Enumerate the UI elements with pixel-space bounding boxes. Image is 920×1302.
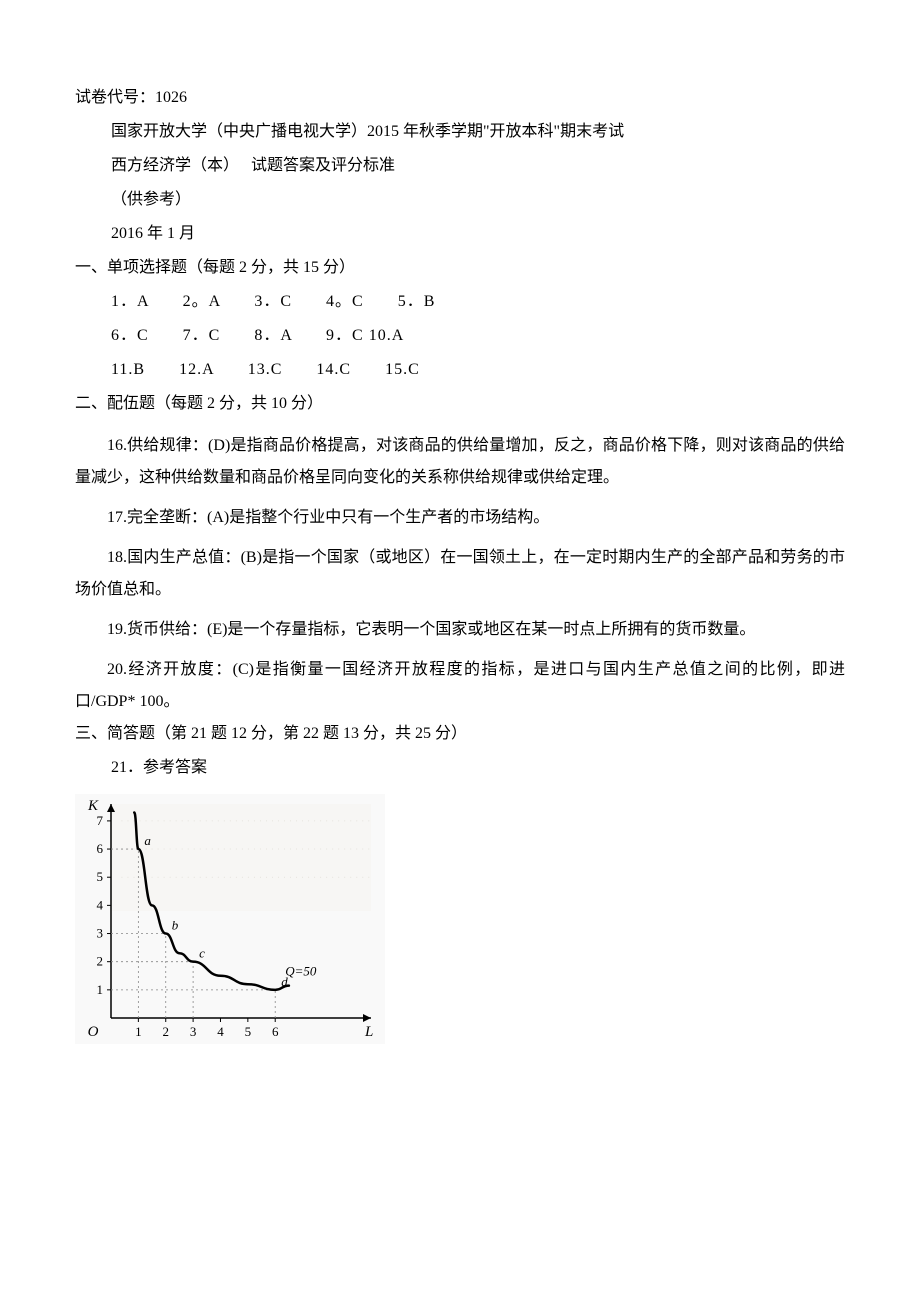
svg-text:5: 5 <box>97 869 104 884</box>
q18-text: 18.国内生产总值：(B)是指一个国家（或地区）在一国领土上，在一定时期内生产的… <box>75 542 845 606</box>
svg-text:b: b <box>172 918 179 933</box>
svg-text:O: O <box>88 1024 99 1040</box>
svg-text:2: 2 <box>162 1024 169 1039</box>
svg-text:5: 5 <box>245 1024 252 1039</box>
header-line-4: 2016 年 1 月 <box>75 226 845 242</box>
svg-text:4: 4 <box>217 1024 224 1039</box>
mc-answers-row-3: 11.B 12.A 13.C 14.C 15.C <box>75 362 845 378</box>
section-1-heading: 一、单项选择题（每题 2 分，共 15 分） <box>75 260 845 276</box>
svg-text:6: 6 <box>97 841 104 856</box>
svg-text:L: L <box>364 1024 373 1040</box>
q21-label: 21．参考答案 <box>75 760 845 776</box>
svg-text:1: 1 <box>97 982 104 997</box>
svg-text:7: 7 <box>97 813 104 828</box>
section-3-heading: 三、简答题（第 21 题 12 分，第 22 题 13 分，共 25 分） <box>75 726 845 742</box>
section-2-heading: 二、配伍题（每题 2 分，共 10 分） <box>75 396 845 412</box>
header-line-3: （供参考） <box>75 192 845 208</box>
q16-text: 16.供给规律：(D)是指商品价格提高，对该商品的供给量增加，反之，商品价格下降… <box>75 430 845 494</box>
svg-text:c: c <box>199 946 205 961</box>
isoquant-chart: 1234567123456KLOabcdQ=50 <box>75 794 385 1044</box>
q19-text: 19.货币供给：(E)是一个存量指标，它表明一个国家或地区在某一时点上所拥有的货… <box>75 614 845 646</box>
svg-text:3: 3 <box>190 1024 197 1039</box>
header-line-2: 西方经济学（本） 试题答案及评分标准 <box>75 158 845 174</box>
q20-text: 20.经济开放度：(C)是指衡量一国经济开放程度的指标，是进口与国内生产总值之间… <box>75 654 845 718</box>
mc-answers-row-2: 6．C 7．C 8．A 9．C 10.A <box>75 328 845 344</box>
q17-text: 17.完全垄断：(A)是指整个行业中只有一个生产者的市场结构。 <box>75 502 845 534</box>
svg-text:1: 1 <box>135 1024 142 1039</box>
exam-code: 试卷代号：1026 <box>75 90 845 106</box>
mc-answers-row-1: 1．A 2。A 3．C 4。C 5．B <box>75 294 845 310</box>
svg-text:2: 2 <box>97 954 104 969</box>
svg-text:K: K <box>87 798 99 814</box>
svg-text:3: 3 <box>97 926 104 941</box>
svg-text:4: 4 <box>97 897 104 912</box>
svg-text:a: a <box>144 833 151 848</box>
svg-text:Q=50: Q=50 <box>285 963 317 978</box>
svg-text:6: 6 <box>272 1024 279 1039</box>
header-line-1: 国家开放大学（中央广播电视大学）2015 年秋季学期"开放本科"期末考试 <box>75 124 845 140</box>
